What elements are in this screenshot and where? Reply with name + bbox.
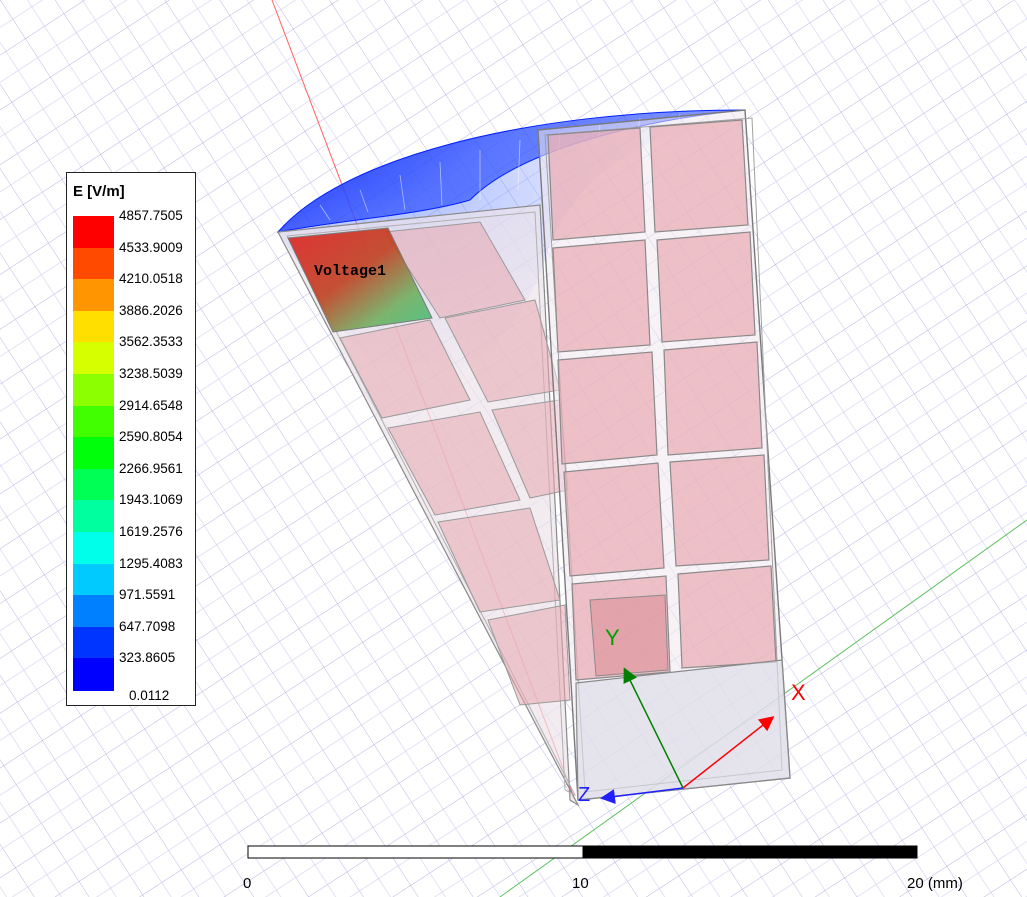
- legend-swatch: [73, 310, 114, 343]
- legend-swatch: [73, 247, 114, 280]
- inner-patch-highlight: [589, 594, 669, 677]
- legend-tick-label: 2590.8054: [119, 429, 183, 445]
- legend-tick-label: 323.8605: [119, 650, 176, 666]
- y-axis-arrow: [623, 667, 684, 789]
- legend-title: E [V/m]: [73, 183, 125, 200]
- scale-label-mid: 10: [572, 875, 589, 892]
- scale-bar-black: [582, 845, 918, 859]
- legend-swatch: [73, 216, 114, 249]
- z-axis-arrow: [600, 787, 684, 804]
- legend-tick-label: 1943.1069: [119, 492, 183, 508]
- legend-swatch: [73, 563, 114, 596]
- legend-swatch: [73, 468, 114, 501]
- legend-tick-label: 971.5591: [119, 587, 176, 603]
- legend-tick-label: 2914.6548: [119, 397, 183, 413]
- legend-tick-label: 3238.5039: [119, 366, 183, 381]
- scale-bar-white: [247, 845, 584, 859]
- legend-tick-label: 1295.4083: [119, 555, 183, 571]
- legend-swatch: [73, 532, 114, 565]
- base-block: [575, 659, 791, 801]
- legend-tick-label: 1619.2576: [119, 524, 183, 539]
- left-patch-array: [339, 221, 571, 706]
- legend-tick-label: 647.7098: [119, 618, 176, 634]
- legend-swatch: [73, 626, 114, 659]
- color-legend[interactable]: E [V/m] 4857.7505 4533.9009 4210.0518 3886.…: [66, 172, 196, 706]
- legend-tick-label: 4210.0518: [119, 271, 183, 287]
- z-axis-label: Z: [578, 784, 590, 806]
- legend-tick-label: 3562.3533: [119, 334, 183, 350]
- legend-tick-label: 4533.9009: [119, 239, 183, 255]
- voltage-port: [287, 227, 433, 333]
- legend-tick-label: 3886.2026: [119, 302, 183, 318]
- legend-tick-label: 2266.9561: [119, 460, 183, 476]
- legend-tick-label: 4857.7505: [119, 208, 183, 223]
- legend-swatch: [73, 374, 114, 407]
- x-axis-label: X: [791, 680, 806, 705]
- legend-swatch: [73, 658, 114, 691]
- legend-swatch: [73, 405, 114, 438]
- legend-swatch: [73, 500, 114, 533]
- legend-swatch: [73, 279, 114, 312]
- legend-tick-label: 0.0112: [129, 688, 170, 703]
- legend-swatch: [73, 437, 114, 470]
- y-axis-label: Y: [605, 625, 620, 650]
- scale-label-start: 0: [243, 875, 252, 892]
- x-axis-arrow: [682, 716, 775, 789]
- scale-label-end: 20 (mm): [907, 875, 963, 892]
- legend-swatch: [73, 342, 114, 375]
- legend-swatch: [73, 595, 114, 628]
- port-label: Voltage1: [314, 263, 386, 280]
